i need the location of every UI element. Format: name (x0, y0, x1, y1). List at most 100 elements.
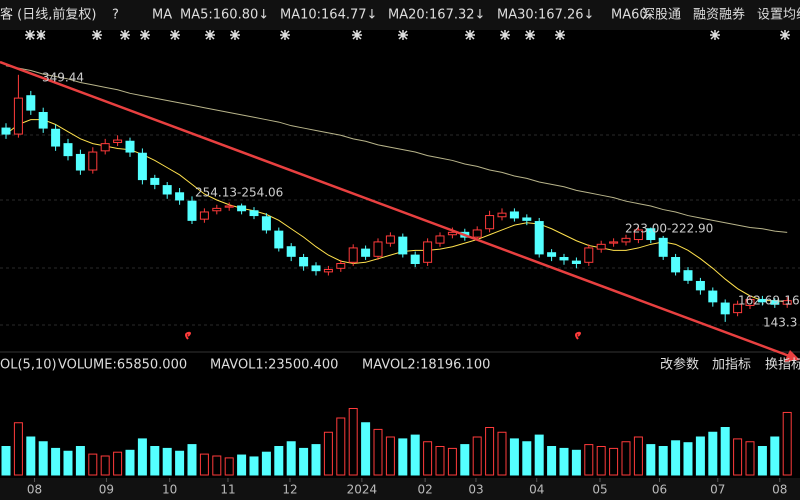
candle-body (125, 140, 135, 153)
volume-bar (423, 441, 433, 476)
candle-body (274, 230, 284, 249)
header-item: MA30:167.26↓ (497, 8, 594, 23)
volume-bar (150, 446, 160, 476)
volume-bar (224, 457, 234, 476)
x-tick-label: 02 (417, 483, 432, 497)
ma-line (5, 119, 788, 303)
candle-body (584, 247, 594, 263)
header-item: ? (112, 8, 119, 23)
volume-bar (125, 449, 135, 476)
x-tick-label: 04 (529, 483, 544, 497)
candle-body (13, 97, 23, 135)
volume-bar (447, 447, 457, 476)
volume-bar (695, 436, 705, 476)
grid (0, 134, 800, 326)
volume-bar (398, 438, 408, 476)
header-item[interactable]: 深股通 (642, 8, 681, 23)
candle-body (348, 247, 358, 263)
volume-bar (522, 441, 532, 476)
candle-body (51, 128, 61, 147)
candle-body (745, 298, 755, 306)
volume-bar (683, 442, 693, 476)
candle-body (472, 229, 482, 238)
candle-body (534, 221, 544, 255)
volume-bar (410, 434, 420, 476)
indicator-button[interactable]: 加指标 (712, 358, 751, 373)
price-annotation: 143.3 (763, 316, 797, 330)
signal-icons (25, 30, 790, 40)
volume-bar (609, 447, 619, 476)
volume-bar (199, 453, 209, 476)
volume-header-item: MAVOL2:18196.100 (362, 358, 490, 373)
ma-line (5, 65, 788, 233)
volume-bar (770, 436, 780, 476)
volume-bar (733, 438, 743, 476)
volume-header-item: MAVOL1:23500.400 (210, 358, 338, 373)
candle-body (175, 192, 185, 201)
volume-bar (472, 436, 482, 476)
volume-bar (547, 446, 557, 476)
candle-body (162, 185, 172, 195)
volume-bar (75, 446, 85, 476)
volume-bar (299, 447, 309, 476)
candle-body (212, 207, 222, 212)
candle-body (26, 95, 36, 111)
x-tick-label: 05 (592, 483, 607, 497)
candle-body (113, 139, 123, 143)
candle-body (237, 205, 247, 212)
candle-body (88, 151, 98, 171)
volume-bar (782, 411, 792, 476)
candle-body (199, 211, 209, 220)
header-bar (0, 0, 800, 30)
candle-body (75, 153, 85, 171)
candle-body (311, 265, 321, 272)
candle-body (720, 302, 730, 315)
candle-body (695, 280, 705, 291)
volume-bar (373, 428, 383, 476)
volume-bar (1, 446, 11, 476)
candle-body (323, 268, 333, 273)
signal-marker (185, 331, 581, 340)
x-tick-label: 09 (99, 483, 114, 497)
indicator-button[interactable]: 改参数 (660, 357, 699, 373)
candle-body (38, 111, 48, 129)
candle-body (497, 212, 507, 218)
header-item[interactable]: 融资融券 (693, 7, 745, 23)
price-annotation: 223.00-222.90 (625, 222, 713, 236)
candle-body (509, 211, 519, 219)
volume-bar (534, 434, 544, 476)
candle-body (609, 241, 619, 244)
volume-bar (63, 450, 73, 476)
volume-bar (13, 422, 23, 476)
candle-body (261, 216, 271, 231)
header-item[interactable]: MA60 (611, 8, 648, 23)
candle-body (249, 210, 259, 217)
x-tick-label: 11 (220, 483, 235, 497)
volume-bar (497, 431, 507, 476)
candle-body (373, 241, 383, 257)
volume-bar (435, 446, 445, 476)
candle-body (633, 229, 643, 241)
volume-bar (509, 438, 519, 476)
volume-bar (348, 408, 358, 476)
candle-body (63, 143, 73, 157)
volume-bar (274, 446, 284, 476)
trend-arrow (784, 350, 800, 362)
x-tick-label: 12 (282, 483, 297, 497)
candle-body (299, 257, 309, 267)
volume-bar (323, 431, 333, 476)
candle-body (398, 236, 408, 255)
candle-body (547, 252, 557, 257)
volume-bar (658, 446, 668, 476)
volume-bar (212, 455, 222, 476)
volume-bar (249, 456, 259, 476)
candle-body (782, 300, 792, 305)
indicator-button[interactable]: 换指标 (765, 358, 800, 373)
x-tick-label: 10 (162, 483, 177, 497)
header-item[interactable]: 设置均线 (757, 8, 800, 23)
volume-bar (336, 417, 346, 476)
candle-body (336, 263, 346, 269)
volume-bar (100, 455, 110, 476)
x-tick-label: 08 (772, 483, 787, 497)
